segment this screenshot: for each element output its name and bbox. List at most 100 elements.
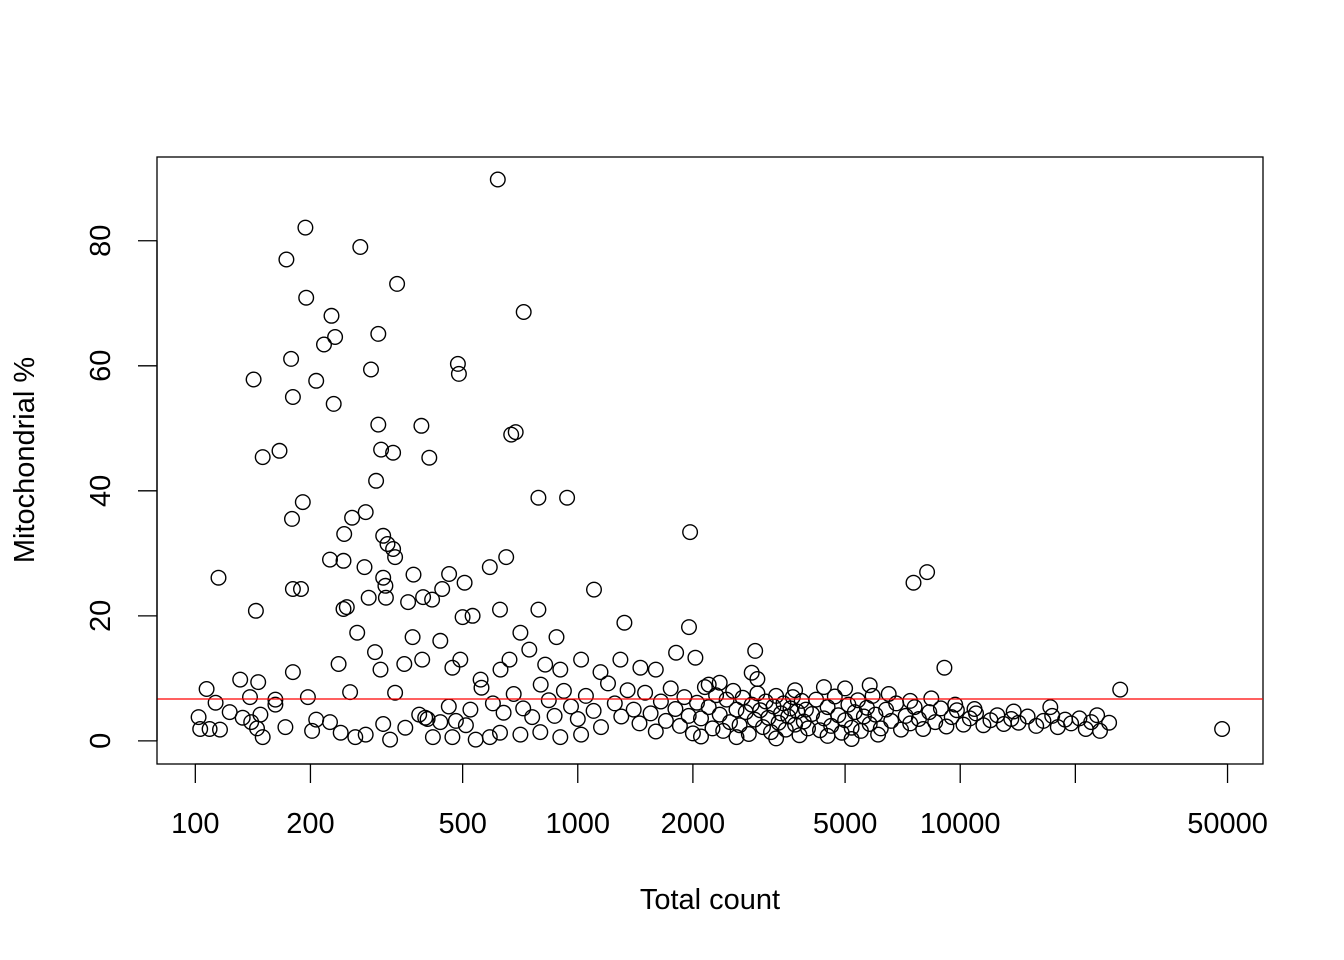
data-point [905, 574, 922, 591]
data-point [335, 552, 352, 569]
x-tick-label: 2000 [661, 808, 726, 840]
data-point [1089, 707, 1106, 724]
data-point [457, 717, 474, 734]
data-point [284, 510, 301, 527]
data-point [600, 675, 617, 692]
data-point [826, 688, 843, 705]
data-point [278, 251, 295, 268]
data-point [373, 441, 390, 458]
data-point [843, 731, 860, 748]
x-axis: 100 200 500 1000 2000 5000 10000 50000 [171, 763, 1268, 840]
data-point [444, 729, 461, 746]
data-point [569, 711, 586, 728]
data-point [861, 716, 878, 733]
data-point [252, 706, 269, 723]
data-point [773, 705, 790, 722]
data-point [489, 171, 506, 188]
data-point [421, 449, 438, 466]
data-point [413, 417, 430, 434]
data-point [372, 661, 389, 678]
data-point [484, 695, 501, 712]
data-point [613, 708, 630, 725]
data-point [396, 656, 413, 673]
points-layer [190, 171, 1231, 748]
data-point [481, 729, 498, 746]
data-point [424, 591, 441, 608]
data-point [198, 681, 215, 698]
data-point [492, 601, 509, 618]
data-point [363, 361, 380, 378]
data-point [573, 651, 590, 668]
x-tick-label: 5000 [813, 808, 878, 840]
data-point [299, 689, 316, 706]
data-point [704, 720, 721, 737]
data-point [936, 659, 953, 676]
data-point [616, 614, 633, 631]
data-point [693, 710, 710, 727]
data-point [552, 729, 569, 746]
data-point [593, 719, 610, 736]
data-point [404, 629, 421, 646]
data-point [441, 566, 458, 583]
data-point [432, 632, 449, 649]
data-point [532, 676, 549, 693]
data-point [464, 607, 481, 624]
data-point [444, 659, 461, 676]
data-point [400, 594, 417, 611]
data-point [375, 569, 392, 586]
data-point [456, 574, 473, 591]
data-point [800, 720, 817, 737]
data-point [424, 729, 441, 746]
data-point [708, 687, 725, 704]
data-point [532, 724, 549, 741]
data-point [335, 601, 352, 618]
data-point [537, 656, 554, 673]
data-point [711, 674, 728, 691]
data-point [387, 684, 404, 701]
data-point [473, 679, 490, 696]
data-point [784, 689, 801, 706]
data-point [768, 730, 785, 747]
data-point [625, 701, 642, 718]
data-point [247, 602, 264, 619]
data-point [787, 682, 804, 699]
data-point [352, 238, 369, 255]
data-point [521, 641, 538, 658]
data-point [462, 701, 479, 718]
data-point [938, 718, 955, 735]
data-point [367, 644, 384, 661]
data-point [515, 700, 532, 717]
x-tick-label: 100 [171, 808, 219, 840]
data-point [1214, 721, 1231, 738]
data-point [298, 289, 315, 306]
data-point [731, 717, 748, 734]
data-point [322, 714, 339, 731]
data-point [657, 712, 674, 729]
data-point [368, 472, 385, 489]
data-point [804, 706, 821, 723]
data-point [505, 686, 522, 703]
data-point [370, 325, 387, 342]
data-point [342, 684, 359, 701]
data-point [512, 624, 529, 641]
y-tick-label: 80 [85, 225, 117, 257]
data-point [357, 726, 374, 743]
data-point [323, 307, 340, 324]
data-point [1005, 703, 1022, 720]
data-point [1003, 711, 1020, 728]
data-point [434, 581, 451, 598]
data-point [837, 680, 854, 697]
data-point [349, 624, 366, 641]
data-point [1019, 708, 1036, 725]
data-point [546, 707, 563, 724]
data-point [210, 569, 227, 586]
data-point [548, 629, 565, 646]
data-point [498, 549, 515, 566]
data-point [846, 704, 863, 721]
data-point [700, 699, 717, 716]
y-axis: 0 20 40 60 80 [85, 225, 158, 749]
data-point [283, 350, 300, 367]
data-point [684, 725, 701, 742]
data-point [577, 687, 594, 704]
data-point [503, 426, 520, 443]
